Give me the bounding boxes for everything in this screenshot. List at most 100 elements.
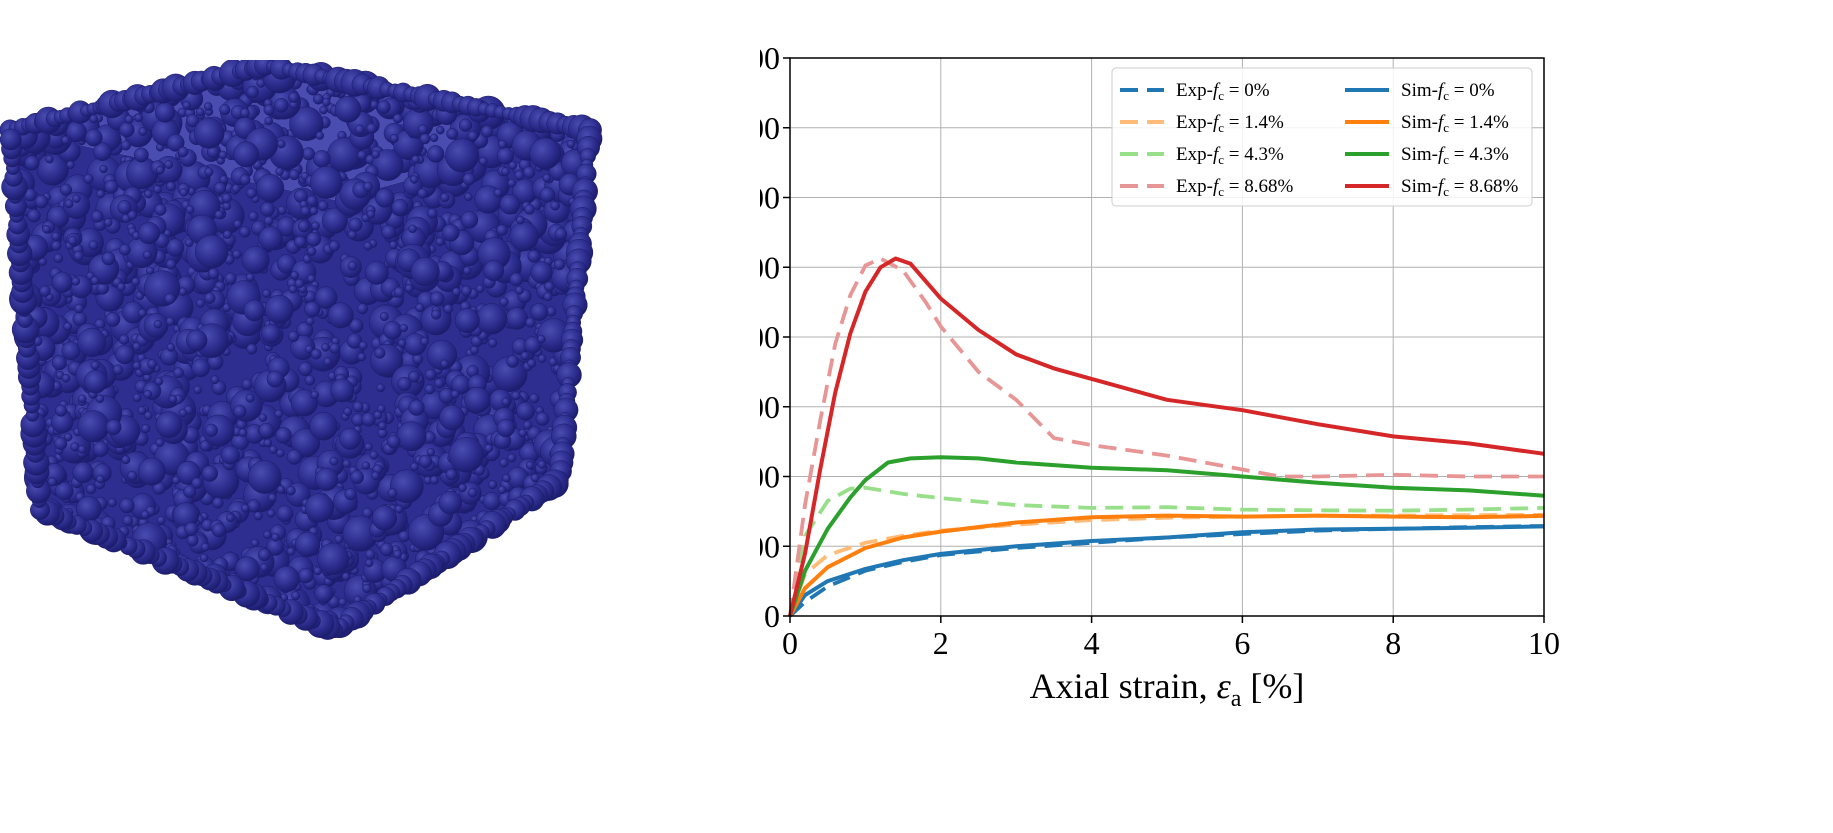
particle-sphere <box>434 378 445 389</box>
particle-sphere <box>310 390 320 400</box>
particle-sphere <box>508 161 518 170</box>
particle-sphere <box>120 140 131 151</box>
particle-sphere <box>95 394 105 404</box>
particle-sphere <box>266 509 276 518</box>
particle-sphere <box>93 142 112 161</box>
particle-sphere <box>310 348 322 360</box>
particle-sphere <box>317 542 350 576</box>
particle-sphere <box>509 221 539 252</box>
particle-sphere <box>314 584 334 604</box>
particle-sphere <box>238 428 248 438</box>
particle-sphere <box>241 503 250 513</box>
particle-sphere <box>338 597 347 607</box>
particle-sphere <box>537 460 547 469</box>
particle-sphere <box>505 307 528 330</box>
particle-sphere <box>530 261 553 284</box>
particle-sphere <box>467 487 478 498</box>
particle-sphere <box>154 102 176 123</box>
particle-sphere <box>317 200 329 212</box>
x-tick-label: 8 <box>1385 625 1401 661</box>
particle-sphere <box>306 246 317 256</box>
particle-sphere <box>173 367 184 379</box>
particle-sphere <box>554 227 568 241</box>
particle-sphere <box>358 341 368 350</box>
particle-sphere <box>397 338 407 348</box>
particle-sphere <box>178 408 188 418</box>
particle-sphere <box>452 287 461 297</box>
particle-sphere <box>375 188 395 208</box>
particle-sphere <box>537 334 546 344</box>
particle-sphere <box>271 532 280 542</box>
particle-sphere <box>535 411 550 426</box>
particle-sphere <box>361 412 376 427</box>
particle-sphere <box>514 170 525 181</box>
particle-sphere <box>415 303 425 313</box>
x-tick-label: 10 <box>1528 625 1560 661</box>
particle-sphere <box>493 188 503 198</box>
particle-sphere <box>51 355 67 371</box>
series-line <box>788 256 1544 617</box>
particle-sphere <box>389 240 398 250</box>
particle-sphere <box>530 303 549 321</box>
particle-sphere <box>518 428 527 438</box>
particle-sphere <box>356 303 369 315</box>
legend-label: Sim-fc = 4.3% <box>1401 144 1509 167</box>
particle-sphere <box>369 450 379 460</box>
particle-sphere <box>537 354 547 363</box>
particle-sphere <box>306 195 318 207</box>
legend-label: Exp-fc = 0% <box>1176 80 1270 103</box>
particle-sphere <box>527 358 537 368</box>
particle-sphere <box>239 226 251 238</box>
particle-sphere <box>417 124 428 135</box>
particle-sphere <box>501 397 511 406</box>
particle-sphere <box>264 294 294 324</box>
particle-sphere <box>114 344 135 365</box>
particle-sphere <box>103 218 113 227</box>
particle-sphere <box>119 243 131 256</box>
particle-sphere <box>377 100 391 114</box>
particle-sphere <box>354 124 365 135</box>
particle-sphere <box>51 271 73 293</box>
particle-sphere <box>387 488 398 498</box>
particle-sphere <box>276 139 286 149</box>
particle-sphere <box>328 240 340 252</box>
particle-sphere <box>258 413 268 422</box>
particle-sphere <box>191 477 203 489</box>
particle-sphere <box>219 104 231 116</box>
particle-sphere <box>309 206 319 216</box>
particle-sphere <box>276 448 285 458</box>
particle-sphere <box>207 267 220 280</box>
particle-sphere <box>266 370 284 388</box>
particle-sphere <box>483 260 505 282</box>
particle-sphere <box>141 424 151 434</box>
particle-sphere <box>497 485 507 495</box>
particle-sphere <box>445 138 480 173</box>
legend-label: Exp-fc = 1.4% <box>1176 112 1284 135</box>
particle-sphere <box>313 150 331 168</box>
particle-sphere <box>392 113 403 124</box>
particle-sphere <box>446 128 459 140</box>
particle-sphere <box>182 101 191 110</box>
particle-sphere <box>133 147 149 163</box>
particle-sphere <box>529 393 540 404</box>
particle-sphere <box>184 238 194 248</box>
particle-sphere <box>507 178 516 188</box>
particle-sphere <box>253 511 263 521</box>
particle-sphere <box>363 181 373 192</box>
particle-sphere <box>304 344 314 354</box>
particle-sphere <box>105 419 122 436</box>
particle-sphere <box>288 169 300 181</box>
particle-sphere <box>298 567 314 584</box>
particle-sphere <box>460 285 472 297</box>
particle-sphere <box>54 436 68 451</box>
particle-sphere <box>185 114 200 128</box>
particle-sphere <box>240 108 250 118</box>
particle-sphere <box>304 493 335 523</box>
particle-sphere <box>226 513 235 523</box>
particle-sphere <box>165 316 175 326</box>
particle-sphere <box>488 338 498 348</box>
particle-sphere <box>258 548 271 562</box>
particle-sphere <box>195 298 205 308</box>
particle-sphere <box>391 198 409 216</box>
particle-sphere <box>54 481 74 501</box>
